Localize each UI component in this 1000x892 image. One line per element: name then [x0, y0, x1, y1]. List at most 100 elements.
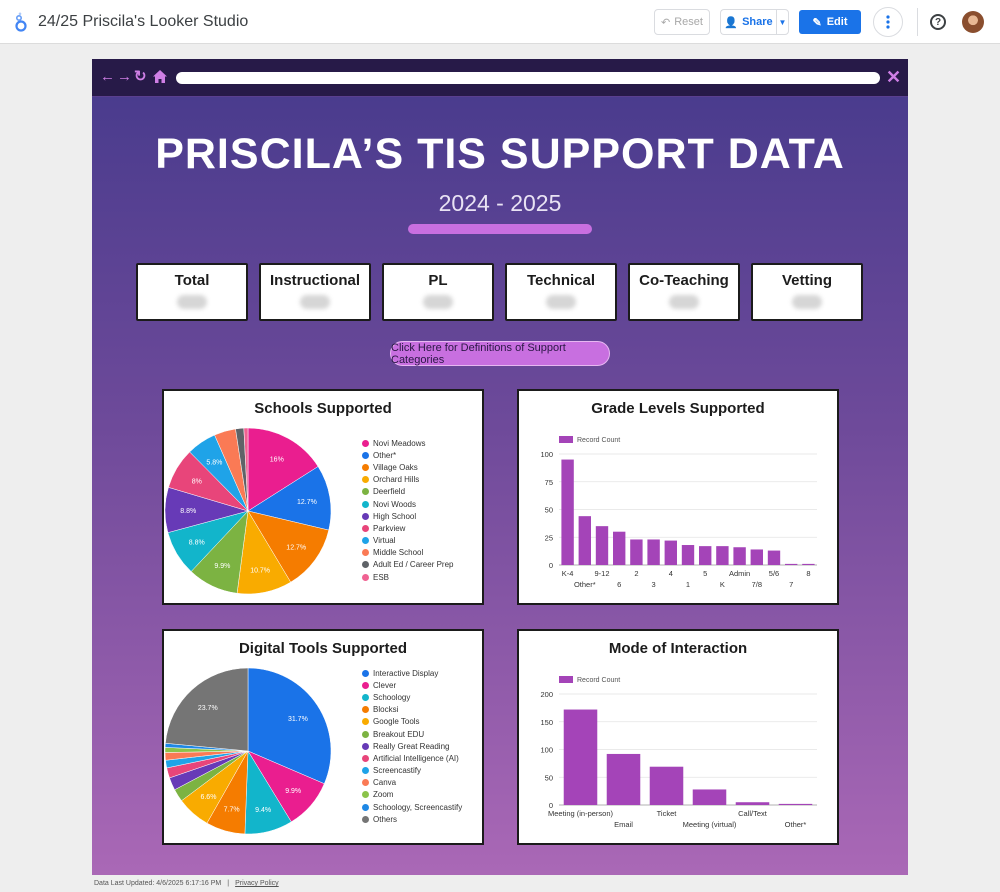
slice-label: 9.4%	[255, 807, 271, 814]
bar[interactable]	[664, 540, 677, 565]
legend-label: Other*	[373, 450, 397, 460]
x-tick-label: Email	[614, 820, 633, 829]
bar[interactable]	[563, 709, 598, 805]
definitions-button[interactable]: Click Here for Definitions of Support Ca…	[390, 341, 610, 366]
legend-swatch	[362, 500, 369, 508]
bar[interactable]	[561, 459, 574, 565]
legend-item: Canva	[362, 777, 462, 789]
privacy-policy-link[interactable]: Privacy Policy	[235, 880, 279, 887]
close-icon: ✕	[886, 67, 902, 87]
x-tick-label: 9-12	[594, 569, 609, 578]
legend-label: ESB	[373, 572, 390, 582]
bar[interactable]	[767, 550, 781, 565]
slice-label: 7.7%	[224, 806, 240, 813]
bar[interactable]	[750, 549, 763, 565]
slice-label: 8.8%	[180, 508, 196, 515]
bar[interactable]	[802, 563, 815, 565]
share-options-button[interactable]: ▼	[776, 9, 789, 35]
stat-label: Co-Teaching	[639, 272, 729, 289]
legend-item: Breakout EDU	[362, 728, 462, 740]
pie-slice[interactable]	[247, 667, 332, 785]
bar[interactable]	[778, 803, 813, 805]
more-options-button[interactable]	[873, 7, 903, 37]
legend-swatch	[559, 676, 573, 683]
bar[interactable]	[649, 766, 684, 805]
last-updated-text: Data Last Updated: 4/6/2025 6:17:16 PM	[94, 880, 222, 887]
bar[interactable]	[681, 545, 695, 565]
y-tick-label: 25	[545, 533, 553, 542]
arrow-left-icon: ←	[100, 68, 115, 85]
legend-label: Adult Ed / Career Prep	[373, 560, 454, 570]
pie-slice[interactable]	[243, 427, 249, 512]
pie-slice[interactable]	[247, 466, 332, 531]
app-bar: 24/25 Priscila's Looker Studio ↶ Reset 👤…	[0, 0, 1000, 44]
y-tick-label: 50	[545, 773, 553, 782]
y-tick-label: 0	[549, 561, 553, 570]
legend-item: Blocksi	[362, 704, 462, 716]
url-bar	[176, 72, 880, 84]
chart-title: Grade Levels Supported	[591, 400, 765, 417]
pie-slice[interactable]	[247, 510, 330, 583]
home-icon	[153, 70, 167, 83]
slice-label: 9.9%	[214, 563, 230, 570]
reset-button[interactable]: ↶ Reset	[654, 9, 710, 35]
bar[interactable]	[716, 546, 729, 565]
refresh-icon: ↻	[134, 68, 147, 85]
stat-label: Vetting	[781, 272, 832, 289]
pie-slice[interactable]	[247, 427, 319, 512]
pie-slice[interactable]	[165, 667, 249, 752]
legend-item: Screencastify	[362, 765, 462, 777]
bar[interactable]	[692, 789, 727, 805]
y-tick-label: 100	[540, 746, 553, 755]
legend-label: Blocksi	[373, 705, 399, 715]
bar[interactable]	[578, 516, 591, 565]
legend-swatch	[362, 730, 369, 738]
x-tick-label: Admin	[729, 569, 750, 578]
bar[interactable]	[630, 539, 643, 565]
legend-label: Clever	[373, 680, 397, 690]
bar[interactable]	[613, 531, 626, 565]
legend-item: High School	[362, 510, 453, 522]
stat-card-total: Total	[136, 263, 248, 321]
legend-label: Record Count	[577, 437, 620, 444]
looker-studio-logo-icon	[15, 12, 27, 32]
legend-item: Village Oaks	[362, 461, 453, 473]
bar[interactable]	[733, 547, 746, 565]
bar[interactable]	[785, 563, 798, 565]
report-title[interactable]: 24/25 Priscila's Looker Studio	[38, 13, 249, 30]
legend-label: Screencastify	[373, 766, 422, 776]
avatar[interactable]	[962, 11, 984, 33]
stat-card-instructional: Instructional	[259, 263, 371, 321]
x-tick-label: Meeting (in-person)	[548, 809, 614, 818]
legend-swatch	[362, 669, 369, 677]
bar[interactable]	[647, 539, 660, 565]
bar[interactable]	[606, 753, 641, 805]
stat-value-redacted	[423, 295, 453, 309]
legend-label: Really Great Reading	[373, 741, 450, 751]
bar[interactable]	[595, 526, 609, 565]
stat-card-co-teaching: Co-Teaching	[628, 263, 740, 321]
x-tick-label: 3	[652, 580, 656, 589]
legend-label: Breakout EDU	[373, 729, 425, 739]
share-button[interactable]: 👤 Share	[720, 9, 776, 35]
legend-swatch	[362, 488, 369, 496]
x-tick-label: 5/6	[769, 569, 779, 578]
chart-title: Digital Tools Supported	[238, 640, 408, 657]
legend-item: Parkview	[362, 522, 453, 534]
undo-icon: ↶	[661, 16, 671, 29]
bar[interactable]	[699, 546, 712, 565]
bar[interactable]	[735, 802, 770, 805]
x-tick-label: 2	[634, 569, 638, 578]
stat-value-redacted	[546, 295, 576, 309]
legend-label: Novi Woods	[373, 499, 416, 509]
chart-title: Schools Supported	[254, 400, 392, 417]
legend-swatch	[559, 436, 573, 443]
x-tick-label: 6	[617, 580, 621, 589]
legend-label: Canva	[373, 778, 397, 788]
legend-item: Virtual	[362, 535, 453, 547]
help-icon[interactable]: ?	[930, 14, 946, 30]
arrow-right-icon: →	[117, 68, 132, 85]
digital-tools-chart: Digital Tools Supported 31.7% 9.9% 9.4% 7.7…	[162, 629, 484, 845]
legend-item: Others	[362, 813, 462, 825]
edit-button[interactable]: ✎ Edit	[799, 10, 861, 34]
